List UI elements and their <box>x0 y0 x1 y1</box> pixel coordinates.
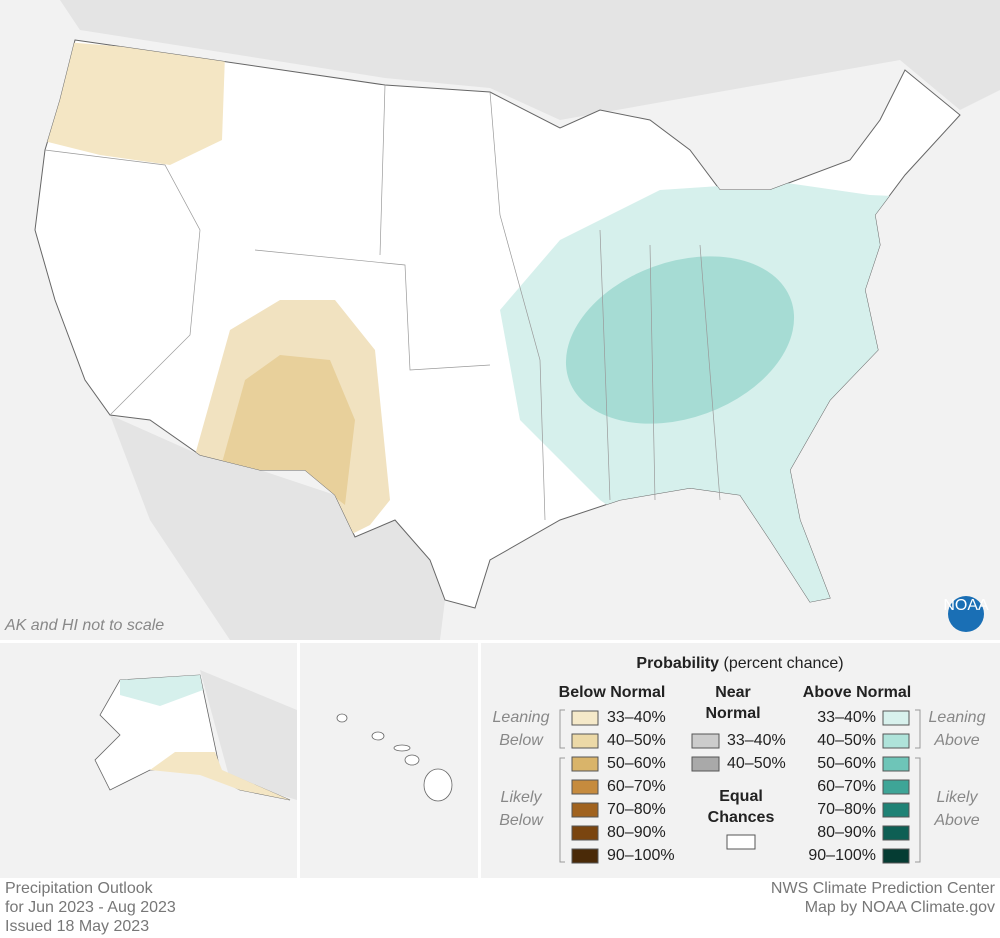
legend-label: 40–50% <box>817 732 876 749</box>
legend-swatch <box>882 848 910 864</box>
legend-subtitle: (percent chance) <box>724 655 844 672</box>
state-lines <box>44 84 721 521</box>
legend-swatch <box>571 710 599 726</box>
legend-label: 90–100% <box>607 847 675 864</box>
legend-label: 33–40% <box>727 732 786 749</box>
legend-swatch <box>691 756 720 772</box>
noaa-logo-text: NOAA <box>943 597 989 614</box>
legend-heading: Near <box>715 684 751 701</box>
canada <box>60 0 1000 120</box>
legend-swatch <box>882 825 910 841</box>
legend-label: 60–70% <box>817 778 876 795</box>
legend-title: Probability (percent chance) <box>636 655 843 672</box>
hawaii-panel <box>300 643 478 878</box>
legend-swatch <box>691 733 720 749</box>
legend-heading: Above Normal <box>803 684 911 701</box>
legend-label: 33–40% <box>817 709 876 726</box>
legend-group-label: Below <box>499 732 544 749</box>
legend-group-label: Leaning <box>493 709 550 726</box>
mexico <box>110 415 445 640</box>
legend-swatch <box>882 756 910 772</box>
legend-swatch <box>882 802 910 818</box>
legend-label: 50–60% <box>607 755 666 772</box>
legend-label: 70–80% <box>817 801 876 818</box>
footer-left: Precipitation Outlook <box>5 880 154 897</box>
legend-label: 40–50% <box>607 732 666 749</box>
legend-title-main: Probability <box>636 655 719 672</box>
legend-label: 80–90% <box>607 824 666 841</box>
canada-inset <box>200 670 297 800</box>
legend-group-label: Leaning <box>929 709 986 726</box>
alaska-leaning-above <box>120 675 203 706</box>
legend-heading: Normal <box>705 705 760 722</box>
nw-leaning-below <box>40 40 225 165</box>
legend-label: 80–90% <box>817 824 876 841</box>
legend-group-label: Above <box>933 812 979 829</box>
legend-swatch <box>571 779 599 795</box>
legend-swatch <box>882 733 910 749</box>
legend-heading: Chances <box>708 809 775 826</box>
legend-label: 50–60% <box>817 755 876 772</box>
footer-right: Map by NOAA Climate.gov <box>805 899 995 916</box>
legend-swatch <box>571 756 599 772</box>
legend-swatch <box>726 834 756 850</box>
legend-group-label: Likely <box>501 789 543 806</box>
noaa-logo <box>948 596 984 632</box>
alaska-leaning-below <box>150 752 290 800</box>
scale-note: AK and HI not to scale <box>4 617 164 634</box>
legend-heading: Equal <box>719 788 763 805</box>
legend-label: 70–80% <box>607 801 666 818</box>
footer-right: NWS Climate Prediction Center <box>771 880 996 897</box>
footer-left: for Jun 2023 - Aug 2023 <box>5 899 176 916</box>
legend-swatch <box>571 733 599 749</box>
east-likely-above <box>565 256 795 424</box>
brackets <box>559 709 921 863</box>
legend-group-label: Likely <box>937 789 979 806</box>
legend-swatch <box>571 848 599 864</box>
legend-swatch <box>882 710 910 726</box>
legend-label: 90–100% <box>808 847 876 864</box>
hawaii <box>336 713 453 802</box>
legend-swatch <box>571 802 599 818</box>
legend-heading: Below Normal <box>559 684 666 701</box>
sw-likely-below <box>220 355 355 505</box>
legend-label: 33–40% <box>607 709 666 726</box>
legend-swatch <box>571 825 599 841</box>
legend-group-label: Above <box>933 732 979 749</box>
legend-label: 60–70% <box>607 778 666 795</box>
legend-group-label: Below <box>499 812 544 829</box>
legend-swatch <box>882 779 910 795</box>
footer-left: Issued 18 May 2023 <box>5 918 149 935</box>
legend-label: 40–50% <box>727 755 786 772</box>
